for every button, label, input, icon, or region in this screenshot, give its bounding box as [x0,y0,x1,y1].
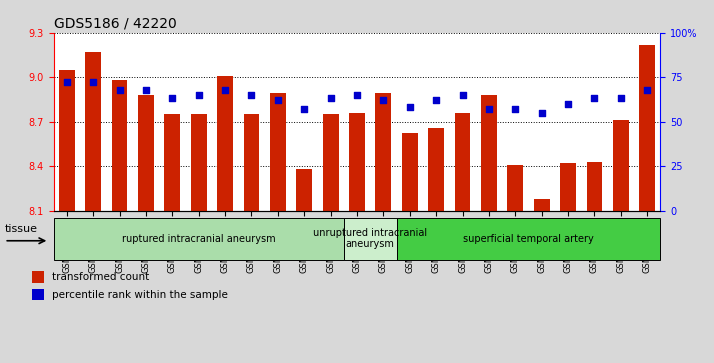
Point [298,106,310,112]
Point [378,97,389,103]
Point [589,95,600,101]
Point [483,106,495,112]
Text: tissue: tissue [4,224,37,234]
Bar [217,76,233,211]
Point [166,95,178,101]
Bar [323,114,338,211]
Bar [508,164,523,211]
Bar [59,70,75,211]
Bar [33,271,44,282]
Point [272,97,283,103]
Bar [270,93,286,211]
Bar [376,93,391,211]
Point [510,106,521,112]
Point [642,87,653,93]
Bar [587,162,603,211]
Text: ruptured intracranial aneurysm: ruptured intracranial aneurysm [122,234,276,244]
Bar [613,120,629,211]
Bar [33,289,44,301]
Bar [560,163,576,211]
Point [246,92,257,98]
Point [193,92,204,98]
Bar [243,114,259,211]
Bar [344,218,396,260]
Point [140,87,151,93]
Bar [138,95,154,211]
Bar [85,52,101,211]
Text: percentile rank within the sample: percentile rank within the sample [52,290,228,299]
Point [325,95,336,101]
Point [219,87,231,93]
Bar [402,134,418,211]
Bar [191,114,206,211]
Point [431,97,442,103]
Text: transformed count: transformed count [52,272,149,282]
Bar [396,218,660,260]
Point [615,95,627,101]
Text: superficial temporal artery: superficial temporal artery [463,234,594,244]
Point [351,92,363,98]
Bar [349,113,365,211]
Text: unruptured intracranial
aneurysm: unruptured intracranial aneurysm [313,228,427,249]
Point [404,105,416,110]
Bar [455,113,471,211]
Point [563,101,574,107]
Point [87,79,99,85]
Point [61,79,72,85]
Bar [164,114,180,211]
Bar [428,127,444,211]
Bar [534,199,550,211]
Point [114,87,125,93]
Bar [639,45,655,211]
Text: GDS5186 / 42220: GDS5186 / 42220 [54,16,176,30]
Bar [296,169,312,211]
Bar [111,80,127,211]
Bar [481,95,497,211]
Point [536,110,548,115]
Bar [54,218,344,260]
Point [457,92,468,98]
